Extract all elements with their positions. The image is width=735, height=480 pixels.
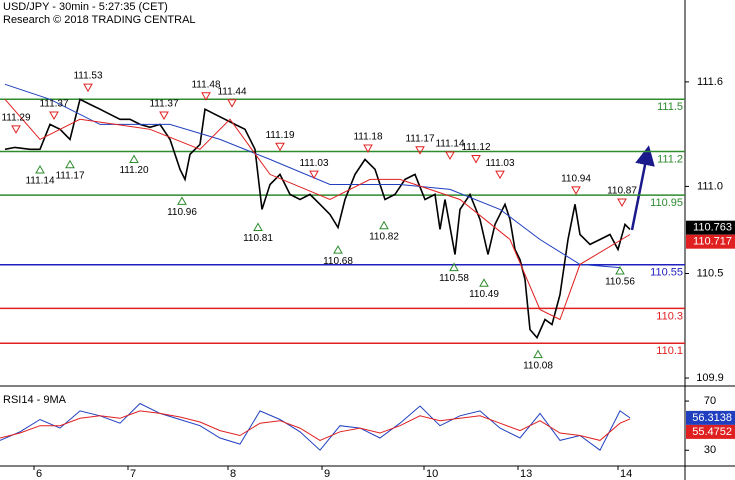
low-marker (533, 349, 543, 359)
level-label: 110.95 (650, 197, 683, 209)
high-label: 111.12 (461, 142, 491, 153)
high-marker (309, 170, 319, 180)
level-label: 110.3 (656, 310, 683, 322)
low-marker (479, 278, 489, 287)
high-marker (495, 170, 505, 180)
chart-subtitle: Research © 2018 TRADING CENTRAL (3, 14, 196, 26)
chart-title: USD/JPY - 30min - 5:27:35 (CET) (3, 1, 168, 13)
x-tick-label: 7 (130, 468, 136, 480)
low-marker (253, 222, 263, 232)
low-label: 110.82 (369, 231, 399, 242)
low-marker (449, 262, 459, 272)
low-label: 110.96 (167, 207, 197, 218)
last-value-box (686, 234, 735, 249)
x-tick-label: 10 (426, 468, 438, 480)
y-tick-label: 111.0 (697, 180, 723, 192)
high-marker (159, 111, 169, 120)
low-label: 111.17 (55, 170, 85, 181)
low-label: 111.14 (25, 176, 55, 187)
high-label: 111.19 (265, 130, 295, 141)
high-marker (227, 99, 237, 108)
y-tick-label: 110.5 (697, 267, 724, 279)
series-line (0, 410, 631, 441)
series-line (4, 83, 621, 269)
high-label: 111.53 (73, 71, 103, 82)
high-marker (445, 151, 455, 161)
low-label: 110.49 (469, 289, 499, 300)
high-marker (275, 142, 285, 152)
high-marker (363, 144, 373, 154)
low-marker (333, 245, 343, 254)
high-marker (83, 83, 93, 93)
x-tick-label: 13 (520, 468, 532, 480)
level-label: 111.5 (657, 101, 683, 113)
x-tick-label: 6 (36, 468, 42, 480)
y-tick-label: 70 (704, 395, 716, 407)
last-value-label: 110.763 (693, 222, 732, 234)
forecast-arrow (630, 145, 655, 231)
high-marker (415, 146, 425, 155)
high-label: 111.03 (299, 158, 329, 169)
high-label: 111.44 (217, 86, 247, 97)
high-label: 111.14 (435, 139, 465, 150)
series-line (0, 402, 631, 451)
high-label: 111.03 (485, 158, 515, 169)
high-marker (571, 186, 581, 195)
low-marker (35, 165, 45, 174)
y-tick-label: 109.9 (696, 372, 724, 384)
last-value-box (686, 220, 735, 235)
low-label: 110.68 (323, 256, 353, 267)
low-label: 110.56 (605, 277, 635, 288)
high-label: 111.48 (191, 79, 221, 90)
last-value-label: 56.3138 (692, 412, 732, 424)
low-marker (615, 266, 625, 275)
high-label: 111.18 (353, 132, 383, 143)
high-marker (201, 92, 211, 101)
y-tick-label: 111.6 (697, 76, 723, 88)
high-label: 110.94 (561, 173, 591, 184)
low-label: 110.58 (439, 273, 469, 284)
low-label: 111.20 (119, 165, 149, 176)
high-marker (471, 154, 481, 164)
level-label: 110.55 (650, 267, 683, 279)
high-marker (49, 111, 59, 120)
low-label: 110.08 (523, 360, 553, 371)
last-value-label: 55.4752 (692, 426, 732, 438)
low-marker (65, 159, 75, 169)
high-label: 110.87 (607, 186, 637, 197)
low-marker (177, 196, 187, 205)
low-marker (379, 220, 389, 230)
last-value-label: 110.717 (693, 236, 732, 248)
high-label: 111.29 (1, 113, 31, 124)
low-label: 110.81 (243, 233, 273, 244)
level-label: 111.2 (657, 153, 683, 165)
rsi-title: RSI14 - 9MA (3, 394, 67, 406)
x-tick-label: 9 (324, 468, 330, 480)
y-tick-label: 30 (704, 444, 716, 456)
last-value-box (686, 410, 735, 425)
x-tick-label: 8 (230, 468, 236, 480)
high-marker (617, 198, 627, 208)
series-line (4, 98, 631, 340)
last-value-box (686, 424, 735, 439)
high-label: 111.37 (39, 99, 69, 110)
x-tick-label: 14 (620, 468, 632, 480)
series-line (4, 98, 631, 321)
level-label: 110.1 (656, 345, 683, 357)
high-label: 111.37 (149, 99, 179, 110)
high-marker (11, 125, 21, 134)
high-label: 111.17 (405, 133, 435, 144)
low-marker (129, 154, 139, 164)
